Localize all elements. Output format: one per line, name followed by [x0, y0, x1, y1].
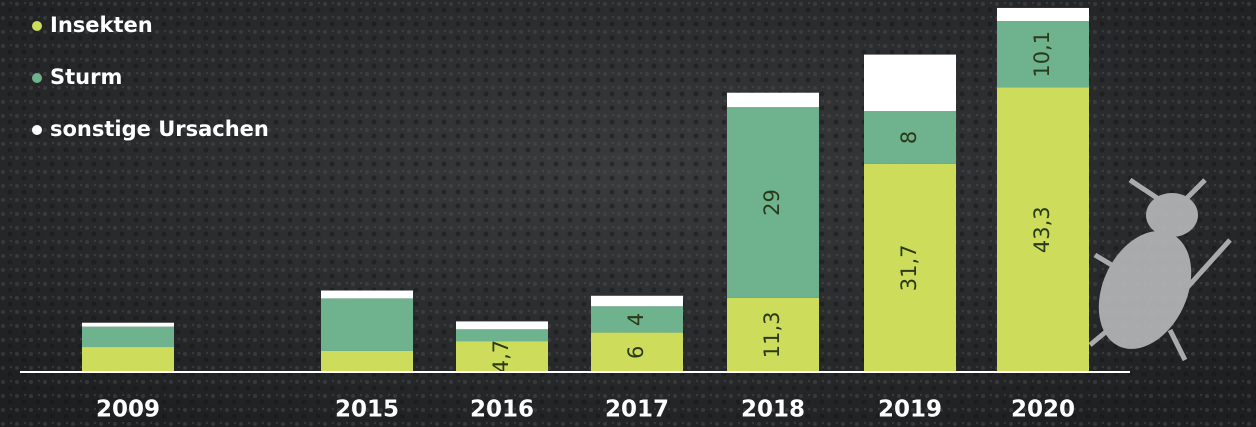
value-label: 4,7: [489, 340, 513, 373]
bar-segment: [864, 111, 956, 164]
bar-segment: [456, 321, 548, 330]
bar-segment: [456, 329, 548, 342]
x-tick-label: 2009: [96, 397, 160, 423]
bar-segment: [321, 290, 413, 299]
x-tick-label: 2017: [605, 397, 669, 423]
value-label: 4: [624, 313, 648, 326]
x-tick-label: 2020: [1011, 397, 1075, 423]
bar-segment: [82, 326, 174, 348]
value-label: 8: [897, 131, 921, 144]
bar-segment: [321, 298, 413, 351]
bar-segment: [727, 107, 819, 298]
bar-segment: [997, 21, 1089, 88]
beetle: [1088, 177, 1232, 362]
x-tick-label: 2015: [335, 397, 399, 423]
bar-segment: [591, 306, 683, 333]
bar-segment: [727, 297, 819, 372]
bar-segment: [82, 322, 174, 327]
legend-label: Insekten: [50, 13, 153, 37]
bar-segment: [591, 332, 683, 372]
legend-label: Sturm: [50, 65, 122, 89]
legend-marker: [32, 21, 42, 31]
value-label: 43,3: [1030, 206, 1054, 253]
value-label: 11,3: [760, 311, 784, 358]
value-label: 29: [760, 189, 784, 216]
x-tick-label: 2018: [741, 397, 805, 423]
legend-marker: [32, 125, 42, 135]
bar-segment: [864, 54, 956, 112]
bar-segment: [997, 87, 1089, 372]
bar-segment: [321, 350, 413, 372]
legend-marker: [32, 73, 42, 83]
bar-segment: [727, 92, 819, 108]
value-label: 10,1: [1030, 31, 1054, 78]
bar-segment: [997, 7, 1089, 22]
value-label: 31,7: [897, 244, 921, 291]
x-tick-label: 2016: [470, 397, 534, 423]
x-tick-label: 2019: [878, 397, 942, 423]
legend-label: sonstige Ursachen: [50, 117, 269, 141]
value-label: 6: [624, 346, 648, 359]
bar-segment: [591, 295, 683, 307]
bar-segment: [864, 163, 956, 372]
bar-segment: [82, 347, 174, 372]
bar-segment: [456, 341, 548, 372]
